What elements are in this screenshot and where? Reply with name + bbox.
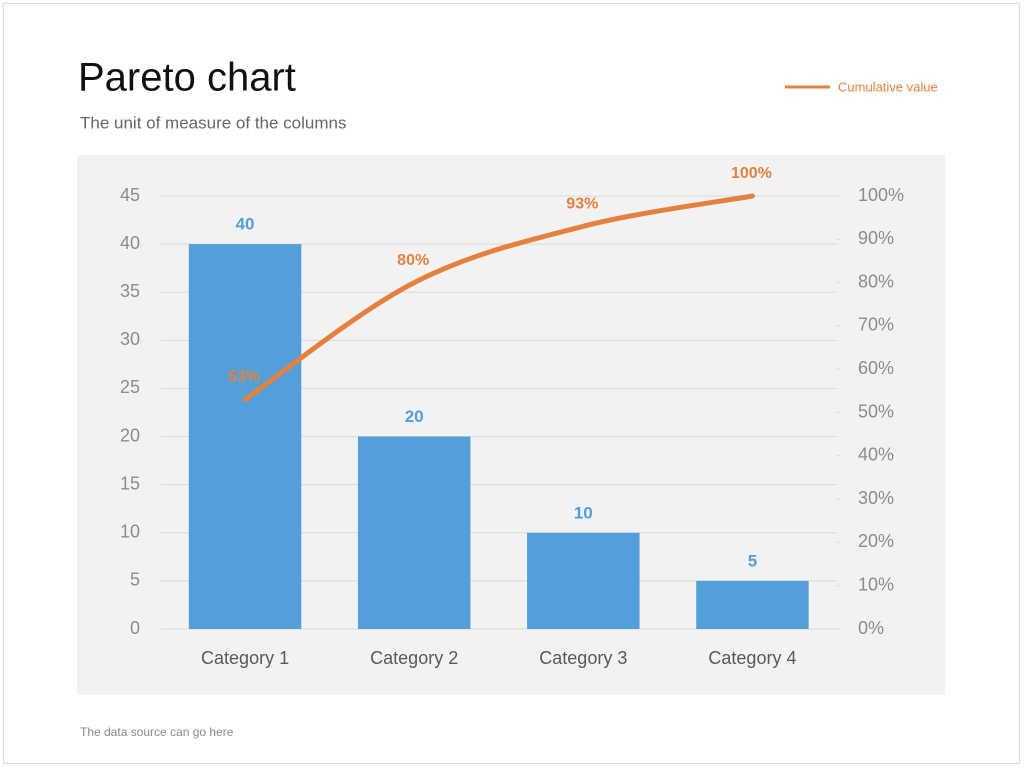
y2-tick-label: 40% <box>858 445 894 465</box>
y2-tick-label: 100% <box>858 185 904 205</box>
y2-tick-label: 50% <box>858 401 894 421</box>
y2-tick-label: 70% <box>858 315 894 335</box>
y-tick-label: 35 <box>120 281 140 301</box>
legend-label: Cumulative value <box>838 79 938 94</box>
line-value-label: 93% <box>566 196 598 213</box>
y2-tick-label: 10% <box>858 574 894 594</box>
bar-value-label: 40 <box>236 215 255 234</box>
bar <box>188 244 302 629</box>
bar-value-label: 10 <box>574 503 593 522</box>
bar <box>357 436 471 629</box>
x-tick-label: Category 3 <box>539 648 627 668</box>
bar <box>527 532 640 629</box>
y2-tick-label: 60% <box>858 358 894 378</box>
y2-tick-label: 0% <box>858 618 884 638</box>
bar <box>696 580 809 629</box>
y-tick-label: 10 <box>120 522 140 542</box>
x-tick-label: Category 1 <box>201 648 289 668</box>
y-tick-label: 30 <box>120 329 140 349</box>
bar-value-label: 5 <box>748 551 757 570</box>
y2-tick-label: 30% <box>858 488 894 508</box>
y-tick-label: 20 <box>120 425 140 445</box>
y2-tick-label: 20% <box>858 531 894 551</box>
line-value-label: 100% <box>731 165 772 182</box>
y-tick-label: 15 <box>120 473 140 493</box>
source-note: The data source can go here <box>80 725 234 739</box>
x-tick-label: Category 4 <box>708 648 796 668</box>
y-tick-label: 45 <box>120 185 140 205</box>
bar-value-label: 20 <box>405 407 424 426</box>
y-tick-label: 25 <box>120 377 140 397</box>
line-value-label: 53% <box>228 369 260 386</box>
y-tick-label: 0 <box>130 618 140 638</box>
x-tick-label: Category 2 <box>370 648 458 668</box>
line-value-label: 80% <box>397 252 429 269</box>
y-tick-label: 40 <box>120 233 140 253</box>
y2-tick-label: 90% <box>858 228 894 248</box>
cumulative-line <box>242 193 755 403</box>
chart-subtitle: The unit of measure of the columns <box>80 113 346 132</box>
y2-tick-label: 80% <box>858 271 894 291</box>
chart-title: Pareto chart <box>78 56 296 100</box>
y-tick-label: 5 <box>130 570 140 590</box>
